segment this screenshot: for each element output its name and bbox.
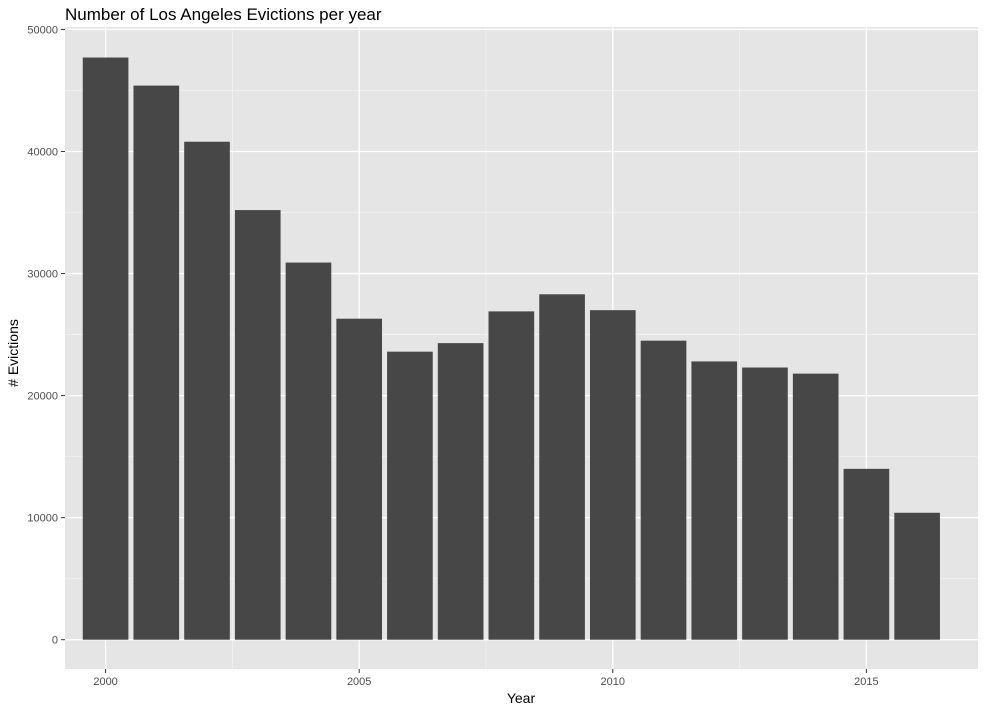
bar-2015 [843,468,890,640]
bar-2011 [640,340,687,640]
x-tick-label: 2010 [601,676,625,688]
bar-2007 [437,343,484,640]
bar-2000 [82,57,129,640]
bar-2002 [184,141,230,640]
bar-2001 [133,85,180,640]
y-tick-label: 50000 [27,24,58,36]
bar-2003 [234,210,281,640]
bar-2006 [387,351,433,640]
bar-2014 [792,373,839,640]
y-tick-label: 0 [52,635,58,647]
bar-2009 [539,294,585,640]
x-tick-label: 2015 [854,676,878,688]
chart-title: Number of Los Angeles Evictions per year [65,5,382,24]
y-tick-label: 10000 [27,513,58,525]
y-tick-label: 30000 [27,269,58,281]
bars [82,57,940,640]
x-tick-label: 2005 [347,676,371,688]
y-tick-label: 20000 [27,391,58,403]
bar-2005 [336,318,383,640]
bar-2013 [742,367,788,640]
bar-2008 [488,311,535,640]
bar-2010 [589,310,636,640]
y-tick-label: 40000 [27,146,58,158]
y-axis: 0 10000 20000 30000 40000 50000 [27,24,65,647]
bar-2004 [285,262,332,640]
x-axis-title: Year [507,690,536,706]
y-axis-title: # Evictions [5,319,21,387]
x-axis: 2000 2005 2010 2015 [93,669,879,688]
bar-2016 [894,512,940,640]
bar-2012 [691,361,738,640]
x-tick-label: 2000 [93,676,117,688]
